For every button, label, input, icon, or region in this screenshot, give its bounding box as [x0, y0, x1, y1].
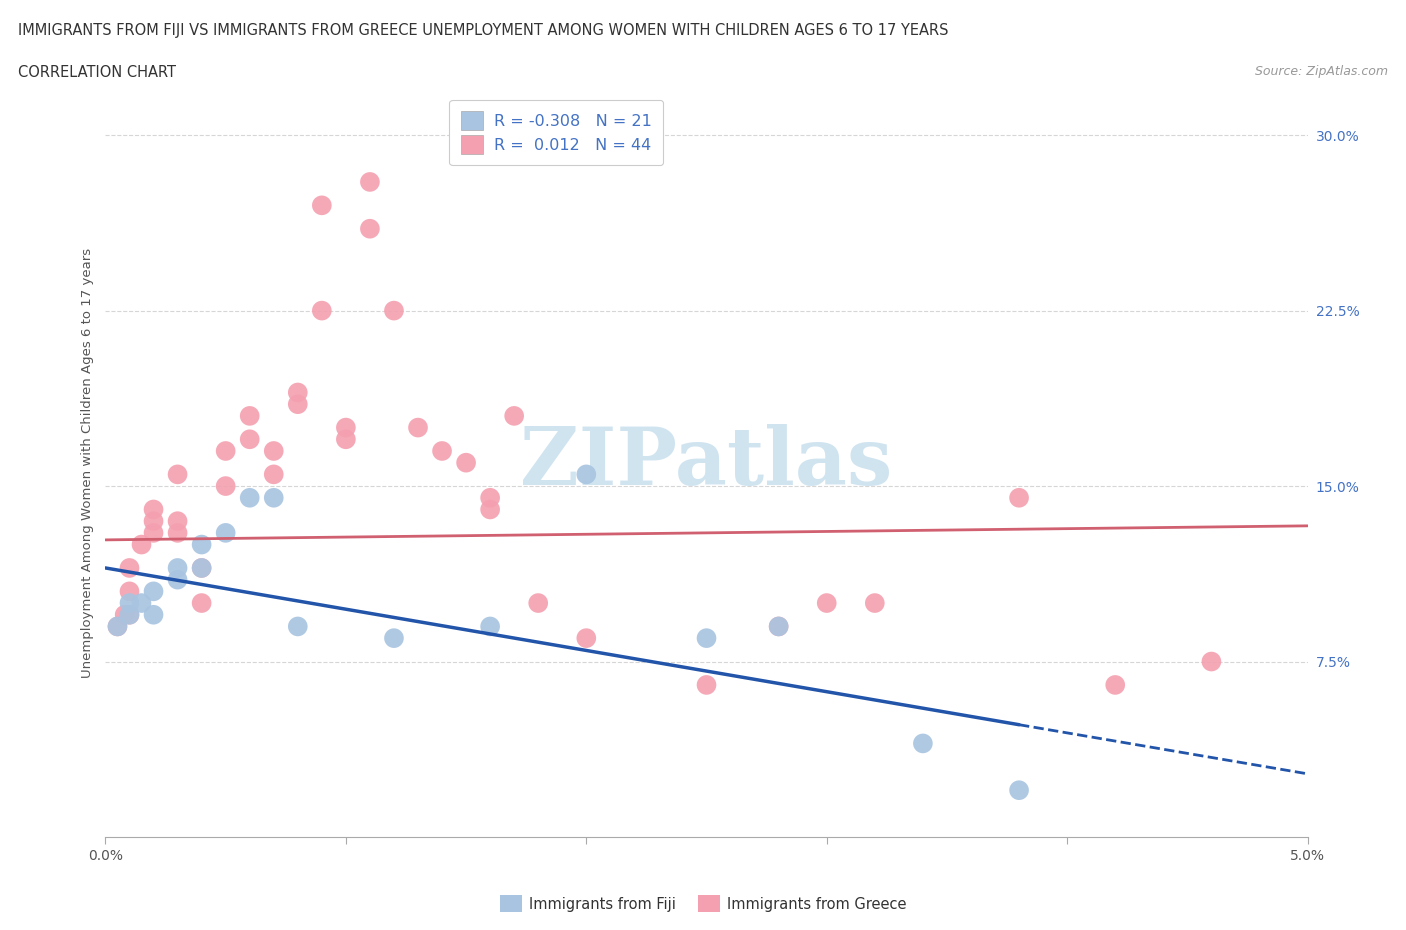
Text: ZIPatlas: ZIPatlas: [520, 424, 893, 501]
Point: [131, 595, 153, 610]
Point: [287, 385, 309, 400]
Point: [166, 525, 188, 540]
Point: [287, 619, 309, 634]
Point: [479, 502, 502, 517]
Point: [311, 303, 333, 318]
Point: [287, 397, 309, 412]
Point: [114, 607, 136, 622]
Point: [503, 408, 526, 423]
Point: [479, 490, 502, 505]
Point: [1008, 783, 1031, 798]
Point: [479, 619, 502, 634]
Legend: R = -0.308   N = 21, R =  0.012   N = 44: R = -0.308 N = 21, R = 0.012 N = 44: [450, 100, 664, 165]
Point: [263, 444, 285, 458]
Point: [142, 584, 165, 599]
Point: [239, 432, 262, 446]
Point: [107, 619, 129, 634]
Point: [239, 490, 262, 505]
Point: [863, 595, 886, 610]
Text: CORRELATION CHART: CORRELATION CHART: [18, 65, 176, 80]
Point: [430, 444, 453, 458]
Point: [911, 736, 934, 751]
Point: [190, 595, 212, 610]
Point: [190, 561, 212, 576]
Point: [166, 513, 188, 528]
Point: [190, 538, 212, 552]
Point: [214, 525, 236, 540]
Point: [575, 631, 598, 645]
Point: [575, 467, 598, 482]
Point: [1008, 490, 1031, 505]
Point: [263, 490, 285, 505]
Point: [118, 561, 141, 576]
Point: [359, 175, 381, 190]
Point: [118, 595, 141, 610]
Point: [696, 631, 718, 645]
Point: [142, 513, 165, 528]
Point: [142, 502, 165, 517]
Point: [142, 607, 165, 622]
Point: [214, 444, 236, 458]
Text: Source: ZipAtlas.com: Source: ZipAtlas.com: [1254, 65, 1388, 78]
Point: [382, 631, 405, 645]
Point: [359, 221, 381, 236]
Point: [527, 595, 550, 610]
Point: [1201, 654, 1223, 669]
Point: [118, 607, 141, 622]
Point: [118, 607, 141, 622]
Point: [166, 572, 188, 587]
Point: [768, 619, 790, 634]
Point: [107, 619, 129, 634]
Text: IMMIGRANTS FROM FIJI VS IMMIGRANTS FROM GREECE UNEMPLOYMENT AMONG WOMEN WITH CHI: IMMIGRANTS FROM FIJI VS IMMIGRANTS FROM …: [18, 23, 949, 38]
Point: [118, 584, 141, 599]
Point: [190, 561, 212, 576]
Point: [815, 595, 838, 610]
Point: [1104, 677, 1126, 692]
Point: [335, 420, 357, 435]
Point: [768, 619, 790, 634]
Point: [239, 408, 262, 423]
Point: [311, 198, 333, 213]
Point: [696, 677, 718, 692]
Point: [263, 467, 285, 482]
Point: [131, 538, 153, 552]
Point: [454, 456, 477, 471]
Y-axis label: Unemployment Among Women with Children Ages 6 to 17 years: Unemployment Among Women with Children A…: [82, 247, 94, 678]
Point: [142, 525, 165, 540]
Point: [166, 561, 188, 576]
Point: [406, 420, 429, 435]
Point: [335, 432, 357, 446]
Point: [382, 303, 405, 318]
Legend: Immigrants from Fiji, Immigrants from Greece: Immigrants from Fiji, Immigrants from Gr…: [494, 890, 912, 918]
Point: [166, 467, 188, 482]
Point: [214, 479, 236, 494]
